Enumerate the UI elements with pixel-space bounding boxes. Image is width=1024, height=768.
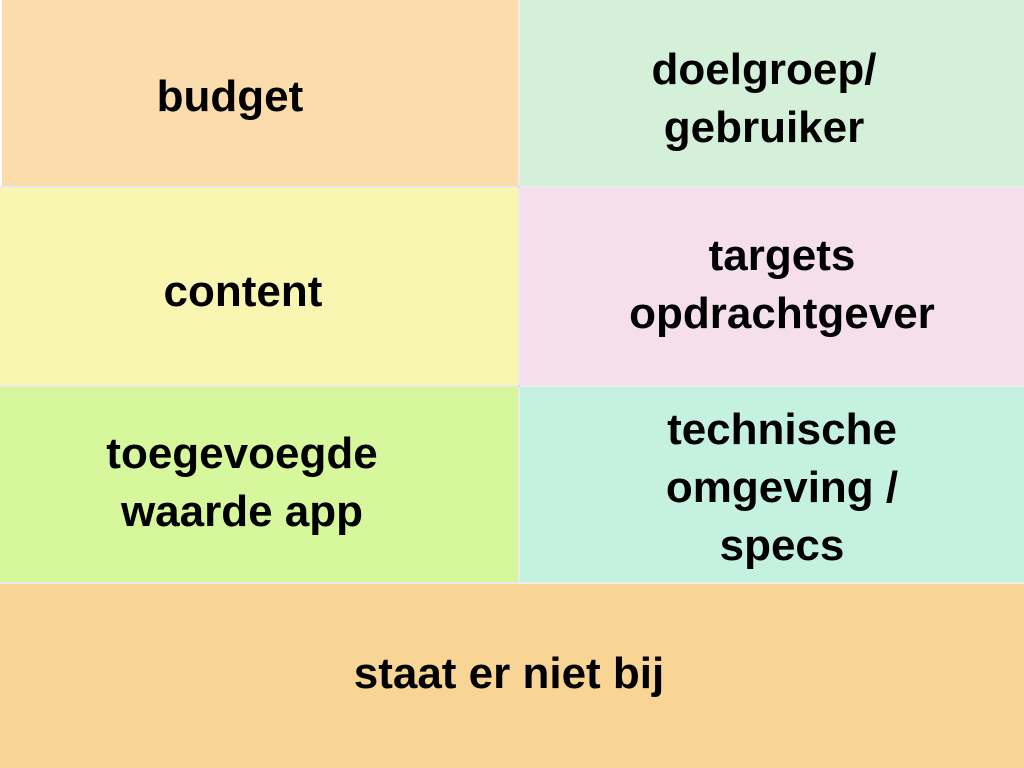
note-targets-label: targets opdrachtgever bbox=[629, 230, 935, 338]
note-budget-label: budget bbox=[156, 72, 304, 121]
note-budget: budget bbox=[2, 0, 518, 186]
note-toegevoegde-label: toegevoegde waarde app bbox=[106, 428, 378, 536]
note-toegevoegde-waarde: toegevoegde waarde app bbox=[0, 387, 518, 582]
note-technische-label: technische omgeving / specs bbox=[665, 404, 899, 570]
footer-label: staat er niet bij bbox=[353, 649, 665, 698]
row-divider bbox=[0, 582, 1024, 584]
note-content: content bbox=[0, 188, 518, 385]
note-doelgroep-label: doelgroep/ gebruiker bbox=[651, 45, 877, 152]
row-divider bbox=[0, 186, 1024, 188]
note-technische-omgeving: technische omgeving / specs bbox=[520, 387, 1024, 582]
column-divider bbox=[518, 0, 520, 582]
footer-band: staat er niet bij bbox=[0, 584, 1024, 768]
row-divider bbox=[0, 385, 1024, 387]
note-content-label: content bbox=[163, 266, 323, 316]
note-doelgroep-gebruiker: doelgroep/ gebruiker bbox=[520, 0, 1024, 186]
note-targets-opdrachtgever: targets opdrachtgever bbox=[520, 188, 1024, 385]
